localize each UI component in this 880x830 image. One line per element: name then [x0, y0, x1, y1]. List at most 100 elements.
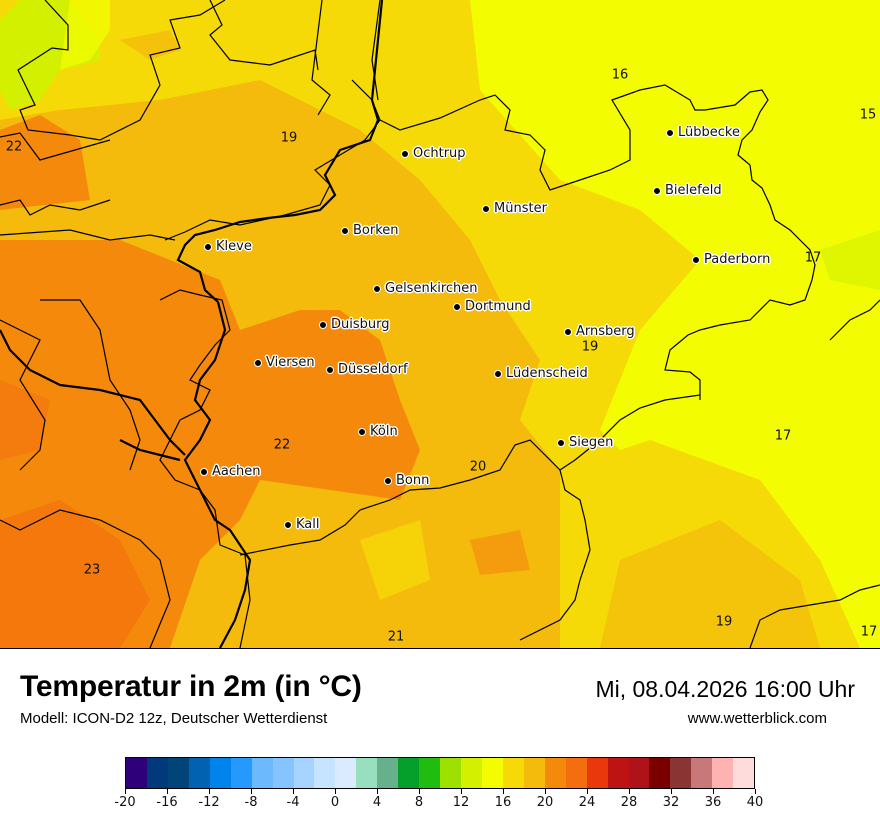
city-marker: Kall [284, 517, 320, 532]
city-dot-icon [653, 186, 661, 195]
valid-datetime: Mi, 08.04.2026 16:00 Uhr [595, 676, 855, 702]
legend-tick [124, 789, 126, 794]
legend-tick [586, 789, 588, 794]
legend-swatch [712, 758, 734, 788]
legend-tick [712, 789, 714, 794]
city-name: Ochtrup [413, 146, 466, 161]
city-marker: Bielefeld [653, 183, 722, 198]
legend-tick-label: 12 [452, 795, 470, 810]
city-dot-icon [692, 255, 700, 264]
city-name: Dortmund [465, 299, 531, 314]
city-dot-icon [373, 284, 381, 293]
legend-tick [502, 789, 504, 794]
legend-swatch [230, 758, 252, 788]
temperature-value: 17 [804, 250, 822, 266]
legend-tick-label: 24 [578, 795, 596, 810]
city-marker: Siegen [557, 435, 613, 450]
temperature-value: 21 [387, 629, 405, 645]
legend-tick-label: 36 [704, 795, 722, 810]
legend-swatch [565, 758, 587, 788]
legend-swatch [607, 758, 629, 788]
city-dot-icon [341, 226, 349, 235]
legend-swatch [481, 758, 503, 788]
legend-tick [334, 789, 336, 794]
city-dot-icon [284, 520, 292, 529]
city-marker: Lübbecke [666, 125, 740, 140]
city-name: Viersen [266, 355, 315, 370]
city-name: Köln [370, 424, 398, 439]
temperature-value: 17 [774, 428, 792, 444]
city-name: Siegen [569, 435, 614, 450]
legend-swatch [251, 758, 273, 788]
legend-tick-label: 0 [330, 795, 340, 810]
city-dot-icon [204, 242, 212, 251]
temperature-value: 19 [581, 339, 599, 355]
legend-tick [460, 789, 462, 794]
legend-swatch [377, 758, 399, 788]
legend-tick [292, 789, 294, 794]
legend-ticks: -20 -16 -12 -8 -4 0 4 8 12 16 20 24 28 32 36 40 [114, 789, 763, 819]
legend-swatch [670, 758, 692, 788]
website-link[interactable]: www.wetterblick.com [687, 710, 827, 727]
temperature-value: 15 [859, 107, 877, 123]
legend-tick-label: 8 [414, 795, 424, 810]
city-marker: Borken [341, 223, 399, 238]
city-dot-icon [384, 476, 392, 485]
legend-tick-label: 32 [662, 795, 680, 810]
page-title: Temperatur in 2m (in °C) [20, 670, 362, 703]
legend-swatch [586, 758, 608, 788]
city-marker: Ochtrup [401, 146, 466, 161]
legend-swatch [167, 758, 189, 788]
legend-swatch [461, 758, 482, 788]
city-marker: Arnsberg [564, 324, 635, 339]
city-name: Gelsenkirchen [385, 281, 478, 296]
temperature-value: 19 [715, 614, 733, 630]
city-dot-icon [200, 467, 208, 476]
legend-tick [208, 789, 210, 794]
legend-swatch [440, 758, 461, 788]
legend-swatch [272, 758, 294, 788]
legend-tick-label: -12 [198, 795, 220, 810]
temperature-value: 16 [611, 67, 629, 83]
legend-tick [376, 789, 378, 794]
legend-swatch [733, 758, 755, 788]
temperature-value: 22 [273, 437, 291, 453]
legend-swatch [523, 758, 545, 788]
legend-swatch [356, 758, 378, 788]
temperature-value: 17 [860, 624, 878, 640]
temperature-map: Ochtrup Lübbecke Bielefeld Münster Borken Kle… [0, 0, 880, 649]
legend-swatch [649, 758, 671, 788]
temperature-value: 22 [5, 139, 23, 155]
city-dot-icon [564, 327, 572, 336]
legend-tick-label: 40 [746, 795, 764, 810]
city-marker: Münster [482, 201, 547, 216]
city-name: Kleve [216, 239, 252, 254]
legend-tick-label: 16 [494, 795, 512, 810]
city-marker: Bonn [384, 473, 429, 488]
legend-tick-label: 4 [372, 795, 382, 810]
city-marker: Paderborn [692, 252, 770, 267]
city-dot-icon [358, 427, 366, 436]
legend-swatch [419, 758, 441, 788]
legend-swatch [126, 758, 147, 788]
city-name: Paderborn [704, 252, 771, 267]
city-name: Bielefeld [665, 183, 722, 198]
legend-tick-label: 20 [536, 795, 554, 810]
city-name: Kall [296, 517, 320, 532]
legend-tick [670, 789, 672, 794]
legend-tick-label: 28 [620, 795, 638, 810]
color-legend [125, 757, 755, 789]
legend-swatch [314, 758, 336, 788]
temperature-value: 19 [280, 130, 298, 146]
city-marker: Düsseldorf [326, 362, 408, 377]
legend-swatch [691, 758, 713, 788]
legend-swatch [146, 758, 168, 788]
legend-tick [544, 789, 546, 794]
country-borders [0, 0, 384, 648]
legend-tick-label: -16 [156, 795, 178, 810]
legend-swatch [398, 758, 420, 788]
city-name: Borken [353, 223, 399, 238]
temperature-field [0, 0, 880, 648]
legend-tick [166, 789, 168, 794]
legend-swatch [209, 758, 231, 788]
